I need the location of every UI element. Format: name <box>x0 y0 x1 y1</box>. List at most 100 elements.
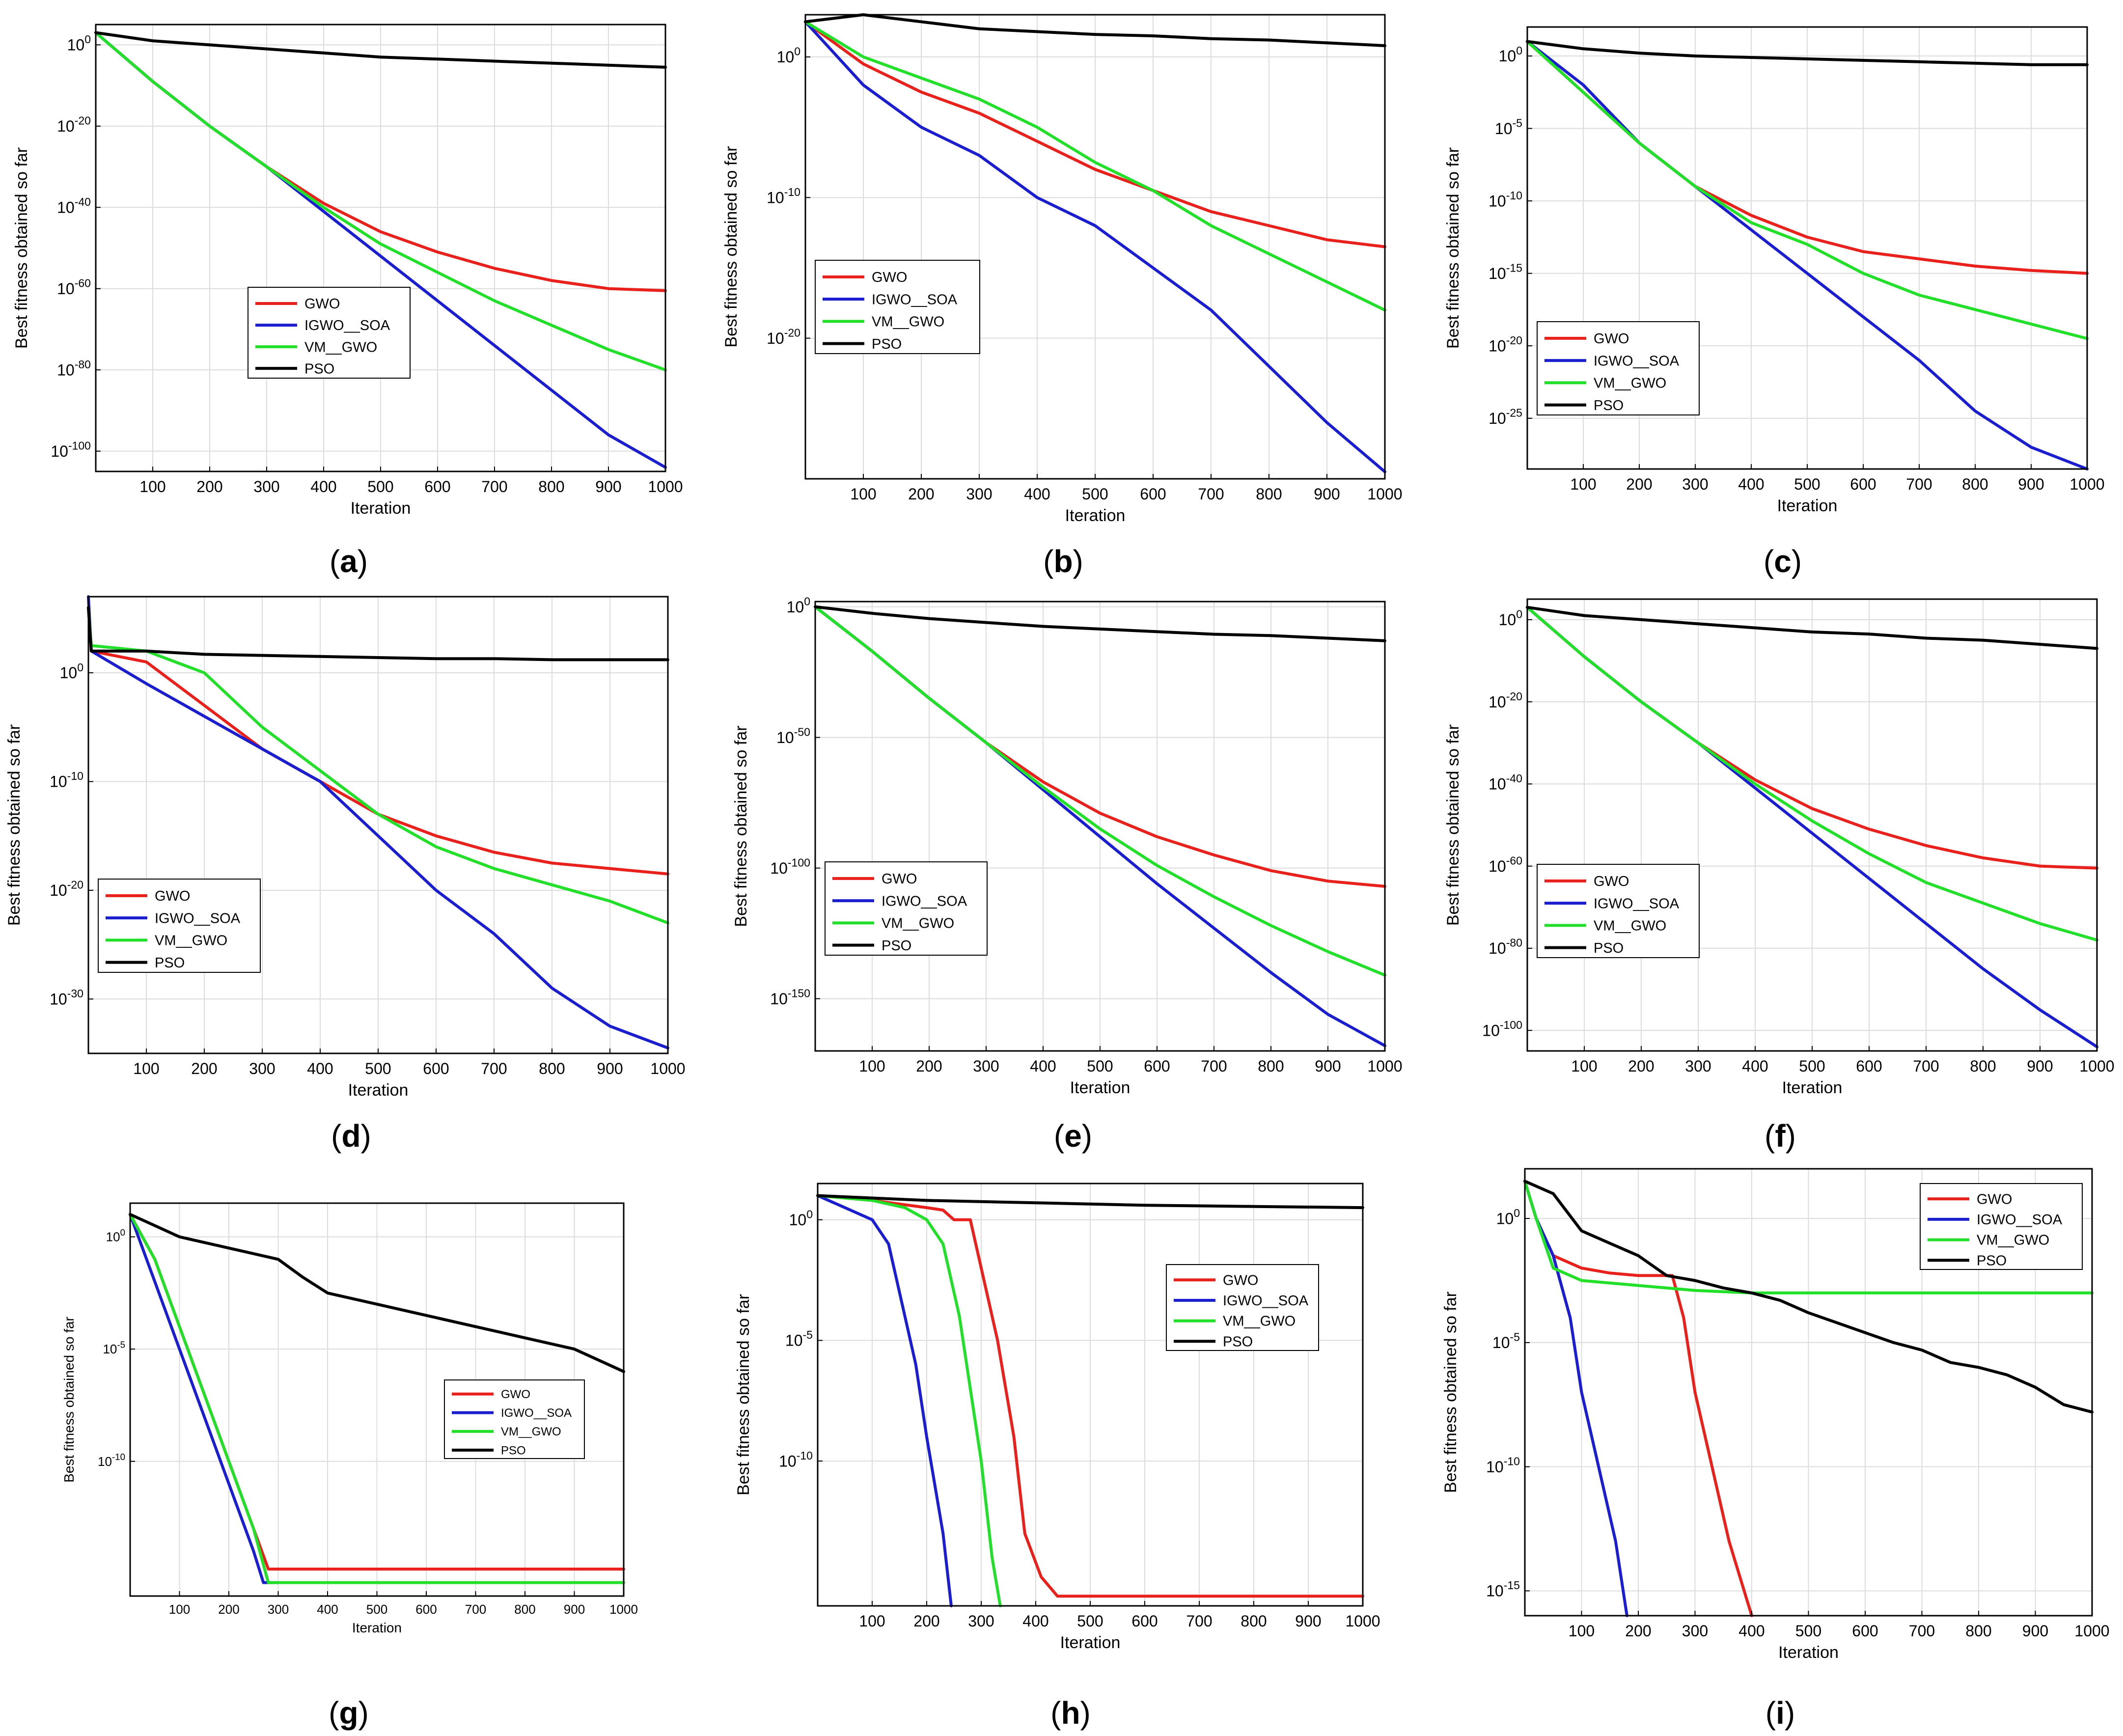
x-tick-label: 400 <box>317 1602 338 1617</box>
series-line-pso <box>129 1212 625 1373</box>
legend-label: VM__GWO <box>1977 1233 2049 1248</box>
y-tick-label: 10-40 <box>57 195 91 216</box>
y-axis-label: Best fitness obtained so far <box>1441 1292 1460 1493</box>
series-line-gwo <box>804 20 1386 248</box>
chart-panel: 100 200 300 400 500 600 700 800 900 1000 100 10-10 1… <box>5 595 686 1154</box>
x-tick-label: 800 <box>1970 1057 1996 1075</box>
y-tick-label: 10-5 <box>1492 1331 1520 1351</box>
x-tick-label: 900 <box>2027 1057 2053 1075</box>
x-tick-label: 300 <box>1682 1622 1708 1640</box>
y-tick-label: 10-60 <box>1489 854 1522 875</box>
legend-label: IGWO__SOA <box>304 318 390 333</box>
x-tick-label: 600 <box>423 1060 449 1077</box>
y-axis-label: Best fitness obtained so far <box>1444 147 1462 349</box>
x-tick-label: 800 <box>1256 485 1282 503</box>
x-tick-label: 500 <box>1077 1612 1103 1630</box>
x-tick-label: 200 <box>916 1057 942 1075</box>
x-tick-label: 500 <box>1087 1057 1113 1075</box>
legend-label: VM__GWO <box>1594 918 1666 934</box>
y-tick-label: 10-80 <box>57 358 91 379</box>
legend-label: IGWO__SOA <box>1594 353 1680 369</box>
legend-label: GWO <box>1594 874 1629 889</box>
legend-label: PSO <box>1223 1334 1253 1350</box>
legend-label: PSO <box>304 361 334 377</box>
x-tick-label: 1000 <box>609 1602 638 1617</box>
legend-label: IGWO__SOA <box>501 1406 572 1420</box>
panel-caption: (b) <box>1043 544 1083 579</box>
x-tick-label: 200 <box>908 485 934 503</box>
y-tick-label: 10-40 <box>1489 772 1522 793</box>
x-tick-label: 400 <box>1742 1057 1768 1075</box>
legend-label: PSO <box>1594 398 1624 413</box>
x-tick-label: 600 <box>1144 1057 1170 1075</box>
x-tick-label: 1000 <box>2069 475 2104 493</box>
y-tick-label: 10-100 <box>1482 1019 1522 1039</box>
x-tick-label: 300 <box>973 1057 999 1075</box>
series-line-pso <box>814 605 1386 642</box>
y-tick-label: 10-5 <box>1495 116 1522 137</box>
x-tick-label: 800 <box>1962 475 1988 493</box>
chart-panel: 100 200 300 400 500 600 700 800 900 1000 100 10-20 1… <box>1444 598 2115 1154</box>
x-tick-label: 1000 <box>1367 1057 1402 1075</box>
x-tick-label: 700 <box>465 1602 486 1617</box>
x-tick-label: 700 <box>1906 475 1932 493</box>
legend-label: VM__GWO <box>1594 376 1666 391</box>
y-tick-label: 10-10 <box>779 1449 813 1470</box>
y-tick-label: 10-20 <box>1489 690 1522 711</box>
x-tick-label: 900 <box>564 1602 585 1617</box>
y-tick-label: 10-20 <box>767 326 800 347</box>
legend-label: IGWO__SOA <box>1594 896 1680 911</box>
panel-caption: (d) <box>331 1118 371 1154</box>
y-axis-label: Best fitness obtained so far <box>61 1317 77 1483</box>
y-tick-label: 100 <box>60 661 83 682</box>
y-tick-label: 10-100 <box>51 439 91 460</box>
x-tick-label: 600 <box>1131 1612 1158 1630</box>
legend-label: VM__GWO <box>155 933 227 949</box>
y-axis-label: Best fitness obtained so far <box>732 725 750 927</box>
x-tick-label: 900 <box>1314 485 1340 503</box>
y-tick-label: 100 <box>787 595 810 615</box>
legend: GWO IGWO__SOA VM__GWO PSO <box>1537 864 1700 958</box>
legend-label: VM__GWO <box>872 314 944 330</box>
y-tick-label: 100 <box>1499 608 1522 629</box>
x-tick-label: 900 <box>597 1060 623 1077</box>
x-tick-label: 300 <box>268 1602 289 1617</box>
y-tick-label: 10-5 <box>785 1328 813 1349</box>
legend: GWO IGWO__SOA VM__GWO PSO <box>1920 1183 2083 1270</box>
x-tick-label: 500 <box>1794 475 1820 493</box>
legend-label: VM__GWO <box>882 916 954 932</box>
x-tick-label: 200 <box>1625 1622 1651 1640</box>
x-tick-label: 300 <box>249 1060 275 1077</box>
x-tick-label: 400 <box>310 478 336 496</box>
x-axis-label: Iteration <box>351 499 411 518</box>
x-tick-label: 400 <box>1030 1057 1056 1075</box>
legend-label: GWO <box>1594 331 1629 347</box>
x-tick-label: 400 <box>1738 475 1764 493</box>
x-tick-label: 700 <box>1198 485 1224 503</box>
y-tick-label: 10-20 <box>50 879 83 899</box>
x-axis-label: Iteration <box>1782 1078 1843 1097</box>
chart-panel: 100 200 300 400 500 600 700 800 900 1000 100 10-10 1… <box>722 13 1403 579</box>
series-line-pso <box>1523 1180 2094 1414</box>
legend-label: PSO <box>1977 1253 2007 1268</box>
x-tick-label: 300 <box>1682 475 1708 493</box>
legend-label: PSO <box>1594 940 1624 956</box>
chart-panel: 100 200 300 400 500 600 700 800 900 1000 100 10-50 1… <box>732 595 1403 1154</box>
y-tick-label: 10-30 <box>50 987 83 1008</box>
x-tick-label: 700 <box>1913 1057 1939 1075</box>
x-tick-label: 900 <box>595 478 621 496</box>
x-tick-label: 500 <box>366 1602 387 1617</box>
y-tick-label: 10-20 <box>1489 334 1522 355</box>
x-tick-label: 700 <box>1909 1622 1935 1640</box>
series-line-vm-gwo <box>94 31 667 372</box>
y-tick-label: 10-60 <box>57 277 91 298</box>
series-line-pso <box>1526 606 2098 650</box>
y-tick-label: 10-25 <box>1489 407 1522 427</box>
y-tick-label: 10-20 <box>57 114 91 135</box>
panel-caption: (a) <box>330 544 368 579</box>
x-tick-label: 700 <box>481 478 507 496</box>
legend: GWO IGWO__SOA VM__GWO PSO <box>1166 1264 1319 1351</box>
y-tick-label: 100 <box>67 33 91 54</box>
x-tick-label: 400 <box>1024 485 1050 503</box>
